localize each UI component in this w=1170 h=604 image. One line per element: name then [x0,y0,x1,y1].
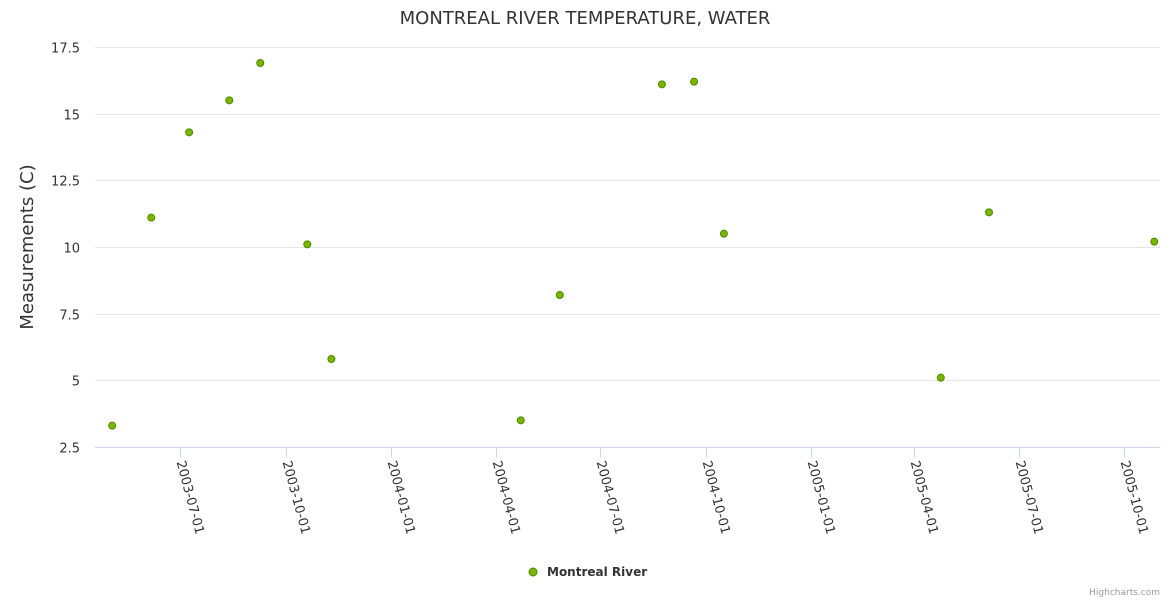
x-tick-label: 2005-04-01 [907,459,941,536]
x-axis-ticks: 2003-07-01 2003-10-01 2004-01-01 2004-04-01… [173,447,1151,536]
legend-marker-icon [528,567,538,577]
x-tick-label: 2004-07-01 [593,459,627,536]
series-montreal-river[interactable] [108,59,1159,430]
data-point[interactable] [985,208,994,217]
y-tick-label: 5 [72,375,80,390]
credits-link[interactable]: Highcharts.com [1089,588,1160,598]
chart-title: MONTREAL RIVER TEMPERATURE, WATER [400,8,771,29]
data-point[interactable] [303,240,312,249]
data-point[interactable] [147,213,156,222]
data-point[interactable] [185,128,194,137]
data-point[interactable] [108,421,117,430]
grid-lines [95,47,1160,381]
data-point[interactable] [690,77,699,86]
legend-label: Montreal River [547,565,647,579]
y-tick-label: 7.5 [59,309,80,324]
data-point[interactable] [225,96,234,105]
y-axis-label: Measurements (C) [17,164,38,329]
y-tick-label: 12.5 [51,175,80,190]
data-point[interactable] [256,59,265,67]
data-point[interactable] [555,291,564,299]
x-tick-label: 2005-01-01 [804,459,838,536]
data-point[interactable] [327,355,336,363]
x-tick-label: 2004-04-01 [489,459,523,536]
x-tick-label: 2005-10-01 [1117,459,1151,536]
y-tick-label: 10 [63,242,80,257]
x-tick-label: 2003-10-01 [279,459,313,536]
y-tick-label: 15 [63,109,80,124]
x-tick-label: 2004-01-01 [384,459,418,536]
data-point[interactable] [936,373,945,382]
data-point[interactable] [516,416,525,425]
x-tick-label: 2005-07-01 [1012,459,1046,536]
y-tick-label: 17.5 [51,42,80,57]
legend-item-montreal-river[interactable]: Montreal River [528,565,647,579]
x-tick-label: 2003-07-01 [173,459,207,536]
data-point[interactable] [657,80,666,89]
x-tick-label: 2004-10-01 [699,459,733,536]
y-axis-ticks: 2.5 5 7.5 10 12.5 15 17.5 [51,42,80,457]
y-tick-label: 2.5 [59,442,80,457]
data-point[interactable] [1150,237,1159,246]
data-point[interactable] [719,229,728,238]
